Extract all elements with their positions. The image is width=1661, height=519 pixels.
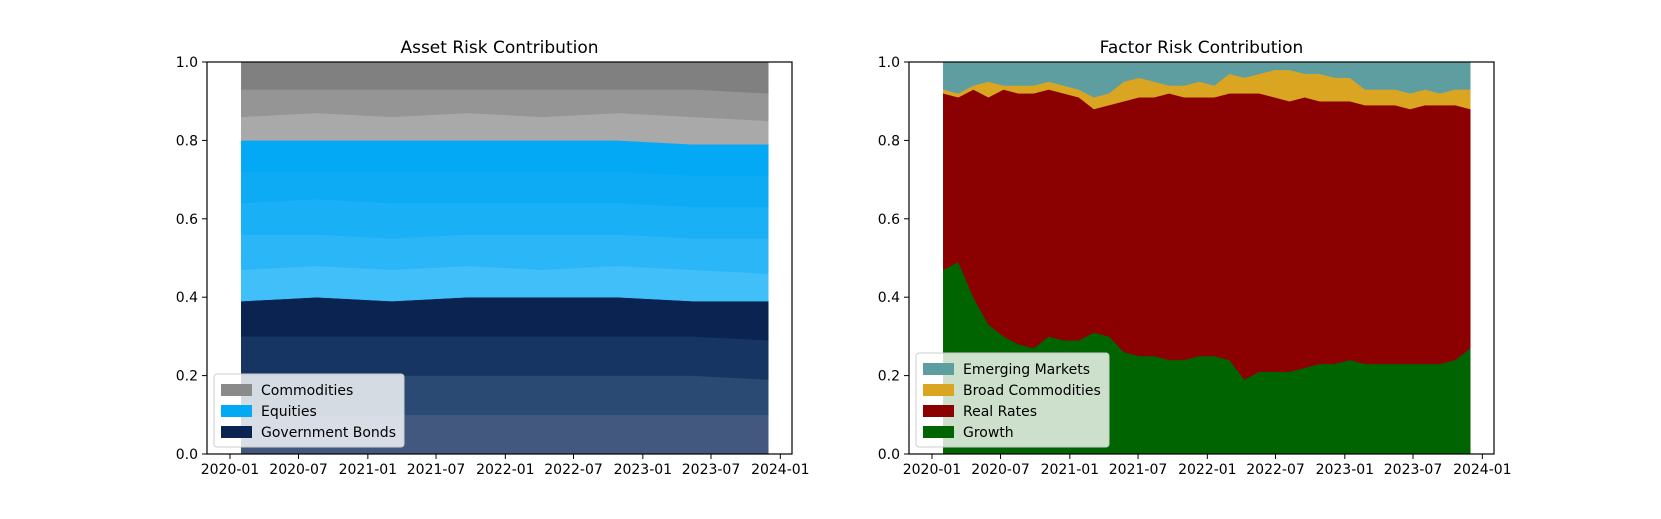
asset-legend-box bbox=[213, 373, 405, 448]
asset-y-tick-label: 0.4 bbox=[176, 290, 198, 306]
asset-x-tick-label: 2021-07 bbox=[407, 462, 466, 478]
asset-legend: Commodities Equities Government Bonds bbox=[213, 373, 405, 448]
factor-axes-frame bbox=[908, 61, 1495, 455]
factor-y-tick-label: 0.6 bbox=[878, 212, 900, 228]
asset-y-tick-label: 0.0 bbox=[176, 447, 198, 463]
asset-y-tick-label: 1.0 bbox=[176, 55, 198, 71]
asset-area-government-bonds-2 bbox=[241, 336, 769, 380]
asset-legend-swatch bbox=[221, 405, 252, 417]
factor-x-tick-label: 2022-01 bbox=[1178, 462, 1237, 478]
asset-legend-swatch bbox=[221, 426, 252, 438]
factor-legend-label: Real Rates bbox=[963, 404, 1037, 420]
asset-area-commodities-11 bbox=[241, 61, 769, 94]
asset-area-layers bbox=[241, 61, 769, 455]
factor-legend-swatch bbox=[923, 363, 954, 375]
factor-legend-label: Emerging Markets bbox=[963, 362, 1090, 378]
asset-x-tick-label: 2023-07 bbox=[682, 462, 741, 478]
factor-y-tick-label: 0.0 bbox=[878, 447, 900, 463]
asset-axes-frame bbox=[206, 61, 793, 455]
factor-x-tick-label: 2021-07 bbox=[1109, 462, 1168, 478]
asset-x-tick-label: 2022-07 bbox=[544, 462, 603, 478]
asset-area-commodities-9 bbox=[241, 112, 769, 145]
factor-y-tick-label: 0.4 bbox=[878, 290, 900, 306]
asset-chart-title: Asset Risk Contribution bbox=[400, 38, 598, 58]
factor-x-tick-label: 2022-07 bbox=[1246, 462, 1305, 478]
factor-x-ticks: 2020-01 2020-07 2021-01 2021-07 2022-01 2022-… bbox=[903, 454, 1512, 478]
asset-x-tick-label: 2020-07 bbox=[269, 462, 328, 478]
asset-risk-panel: Asset Risk Contribution 2020-01 2020-07 20… bbox=[176, 38, 810, 478]
factor-x-tick-label: 2020-07 bbox=[971, 462, 1030, 478]
asset-area-government-bonds-3 bbox=[241, 296, 769, 341]
factor-legend-swatch bbox=[923, 426, 954, 438]
factor-legend-box bbox=[915, 352, 1110, 448]
asset-x-tick-label: 2023-01 bbox=[614, 462, 673, 478]
asset-x-tick-label: 2021-01 bbox=[339, 462, 398, 478]
factor-legend-label: Growth bbox=[963, 425, 1014, 441]
asset-y-ticks: 0.0 0.2 0.4 0.6 0.8 1.0 bbox=[176, 55, 207, 463]
asset-y-tick-label: 0.8 bbox=[176, 133, 198, 149]
factor-y-ticks: 0.0 0.2 0.4 0.6 0.8 1.0 bbox=[878, 55, 909, 463]
factor-y-tick-label: 1.0 bbox=[878, 55, 900, 71]
asset-y-tick-label: 0.6 bbox=[176, 212, 198, 228]
factor-legend-swatch bbox=[923, 405, 954, 417]
asset-y-tick-label: 0.2 bbox=[176, 369, 198, 385]
asset-x-tick-label: 2022-01 bbox=[476, 462, 535, 478]
factor-x-tick-label: 2020-01 bbox=[903, 462, 962, 478]
asset-legend-label: Commodities bbox=[261, 383, 353, 399]
factor-y-tick-label: 0.8 bbox=[878, 133, 900, 149]
factor-x-tick-label: 2024-01 bbox=[1453, 462, 1512, 478]
factor-area-real-rates-1 bbox=[943, 89, 1471, 380]
factor-chart-title: Factor Risk Contribution bbox=[1100, 38, 1304, 58]
asset-legend-label: Equities bbox=[261, 404, 317, 420]
factor-y-tick-label: 0.2 bbox=[878, 369, 900, 385]
factor-risk-panel: Factor Risk Contribution 2020-01 2020-07 2… bbox=[878, 38, 1512, 478]
factor-legend: Emerging Markets Broad Commodities Real Ra… bbox=[915, 352, 1110, 448]
asset-x-ticks: 2020-01 2020-07 2021-01 2021-07 2022-01 2022-… bbox=[201, 454, 810, 478]
factor-legend-swatch bbox=[923, 384, 954, 396]
asset-area-equities-4 bbox=[241, 265, 769, 302]
asset-legend-swatch bbox=[221, 384, 252, 396]
asset-x-tick-label: 2020-01 bbox=[201, 462, 260, 478]
factor-legend-label: Broad Commodities bbox=[963, 383, 1101, 399]
factor-x-tick-label: 2021-01 bbox=[1041, 462, 1100, 478]
asset-x-tick-label: 2024-01 bbox=[751, 462, 810, 478]
asset-legend-label: Government Bonds bbox=[261, 425, 396, 441]
factor-x-tick-label: 2023-01 bbox=[1316, 462, 1375, 478]
asset-area-equities-8 bbox=[241, 140, 769, 176]
factor-x-tick-label: 2023-07 bbox=[1384, 462, 1443, 478]
